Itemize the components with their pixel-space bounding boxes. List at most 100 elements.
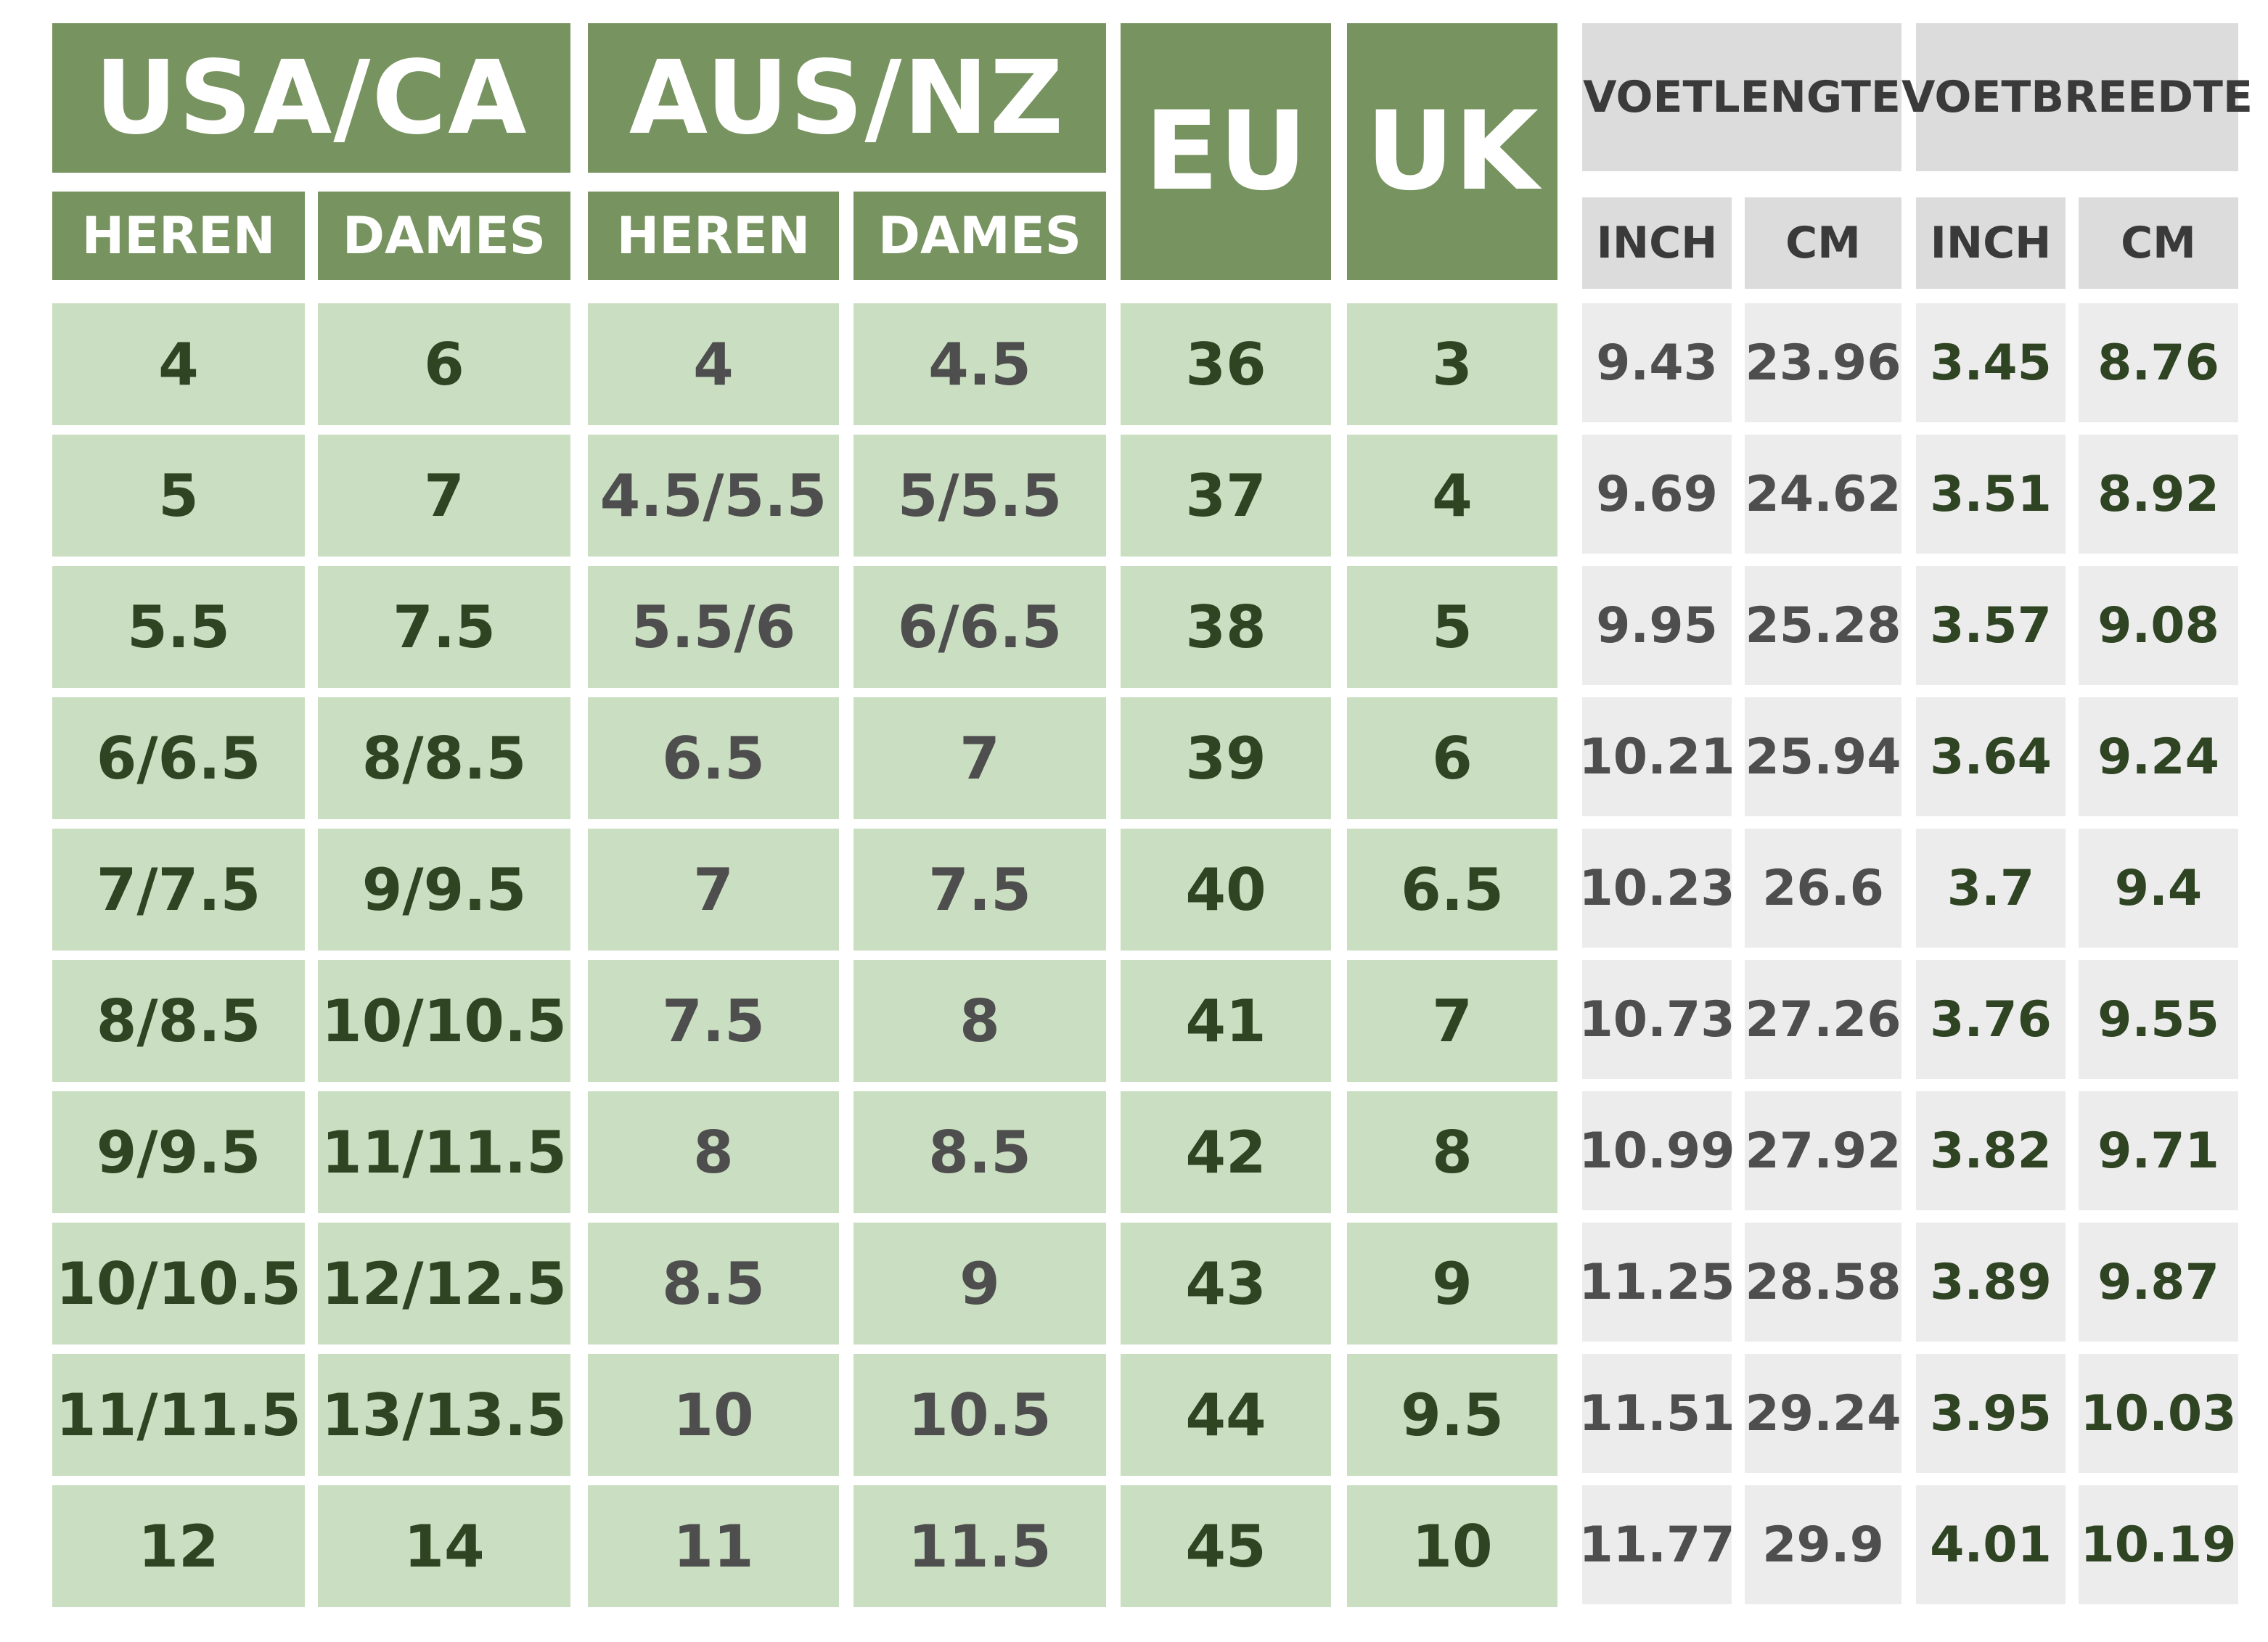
cell-length-inch-row-4: 10.21 bbox=[1579, 697, 1735, 816]
cell-usa-heren-row-5: 7/7.5 bbox=[52, 829, 305, 951]
cell-width-cm-row-4: 9.24 bbox=[2079, 697, 2238, 816]
cell-eu-row-4: 39 bbox=[1121, 697, 1331, 819]
cell-eu-row-2: 37 bbox=[1121, 435, 1331, 557]
cell-width-cm-row-5: 9.4 bbox=[2079, 829, 2238, 948]
cell-width-cm-row-1: 8.76 bbox=[2079, 303, 2238, 422]
cell-uk-row-6: 7 bbox=[1347, 960, 1557, 1082]
cell-usa-heren-row-6: 8/8.5 bbox=[52, 960, 305, 1082]
cell-eu-row-6: 41 bbox=[1121, 960, 1331, 1082]
cell-length-inch-row-1: 9.43 bbox=[1582, 303, 1732, 422]
cell-eu-row-7: 42 bbox=[1121, 1091, 1331, 1213]
cell-width-inch-row-8: 3.89 bbox=[1916, 1223, 2066, 1342]
cell-usa-dames-row-4: 8/8.5 bbox=[318, 697, 570, 819]
cell-length-cm-row-7: 27.92 bbox=[1745, 1091, 1901, 1210]
cell-aus-heren-row-10: 11 bbox=[588, 1485, 839, 1607]
header-aus-nz: AUS/NZ bbox=[588, 23, 1106, 173]
cell-usa-dames-row-8: 12/12.5 bbox=[318, 1223, 570, 1345]
cell-width-cm-row-7: 9.71 bbox=[2079, 1091, 2238, 1210]
cell-usa-dames-row-10: 14 bbox=[318, 1485, 570, 1607]
cell-eu-row-8: 43 bbox=[1121, 1223, 1331, 1345]
cell-width-cm-row-10: 10.19 bbox=[2079, 1485, 2238, 1604]
cell-length-cm-row-8: 28.58 bbox=[1745, 1223, 1901, 1342]
cell-aus-heren-row-5: 7 bbox=[588, 829, 839, 951]
cell-usa-heren-row-3: 5.5 bbox=[52, 566, 305, 688]
cell-uk-row-10: 10 bbox=[1347, 1485, 1557, 1607]
cell-eu-row-9: 44 bbox=[1121, 1354, 1331, 1476]
cell-uk-row-8: 9 bbox=[1347, 1223, 1557, 1345]
cell-length-cm-row-5: 26.6 bbox=[1745, 829, 1901, 948]
header-voetlengte: VOETLENGTE bbox=[1582, 23, 1901, 171]
cell-aus-heren-row-3: 5.5/6 bbox=[588, 566, 839, 688]
cell-length-cm-row-9: 29.24 bbox=[1745, 1354, 1901, 1473]
subheader-aus-heren: HEREN bbox=[588, 192, 839, 280]
subheader-length-inch: INCH bbox=[1582, 197, 1732, 289]
subheader-width-cm: CM bbox=[2079, 197, 2238, 289]
cell-width-inch-row-10: 4.01 bbox=[1916, 1485, 2066, 1604]
cell-width-inch-row-1: 3.45 bbox=[1916, 303, 2066, 422]
cell-width-inch-row-4: 3.64 bbox=[1916, 697, 2066, 816]
cell-aus-heren-row-9: 10 bbox=[588, 1354, 839, 1476]
cell-length-inch-row-9: 11.51 bbox=[1579, 1354, 1735, 1473]
cell-uk-row-7: 8 bbox=[1347, 1091, 1557, 1213]
subheader-length-cm: CM bbox=[1745, 197, 1901, 289]
cell-width-inch-row-3: 3.57 bbox=[1916, 566, 2066, 685]
cell-eu-row-10: 45 bbox=[1121, 1485, 1331, 1607]
cell-length-inch-row-2: 9.69 bbox=[1582, 435, 1732, 554]
cell-uk-row-2: 4 bbox=[1347, 435, 1557, 557]
cell-aus-dames-row-9: 10.5 bbox=[853, 1354, 1106, 1476]
cell-uk-row-9: 9.5 bbox=[1347, 1354, 1557, 1476]
cell-width-inch-row-2: 3.51 bbox=[1916, 435, 2066, 554]
header-eu: EU bbox=[1121, 23, 1331, 280]
cell-usa-dames-row-9: 13/13.5 bbox=[318, 1354, 570, 1476]
cell-aus-dames-row-5: 7.5 bbox=[853, 829, 1106, 951]
cell-usa-dames-row-1: 6 bbox=[318, 303, 570, 425]
cell-eu-row-1: 36 bbox=[1121, 303, 1331, 425]
cell-aus-heren-row-6: 7.5 bbox=[588, 960, 839, 1082]
subheader-usa-heren: HEREN bbox=[52, 192, 305, 280]
header-uk: UK bbox=[1347, 23, 1557, 280]
cell-length-cm-row-1: 23.96 bbox=[1745, 303, 1901, 422]
cell-uk-row-1: 3 bbox=[1347, 303, 1557, 425]
cell-aus-dames-row-10: 11.5 bbox=[853, 1485, 1106, 1607]
cell-uk-row-3: 5 bbox=[1347, 566, 1557, 688]
cell-aus-heren-row-1: 4 bbox=[588, 303, 839, 425]
cell-width-inch-row-6: 3.76 bbox=[1916, 960, 2066, 1079]
cell-width-cm-row-9: 10.03 bbox=[2079, 1354, 2238, 1473]
cell-usa-heren-row-1: 4 bbox=[52, 303, 305, 425]
cell-usa-dames-row-7: 11/11.5 bbox=[318, 1091, 570, 1213]
cell-usa-dames-row-5: 9/9.5 bbox=[318, 829, 570, 951]
cell-aus-dames-row-8: 9 bbox=[853, 1223, 1106, 1345]
cell-aus-heren-row-7: 8 bbox=[588, 1091, 839, 1213]
subheader-width-inch: INCH bbox=[1916, 197, 2066, 289]
cell-usa-heren-row-7: 9/9.5 bbox=[52, 1091, 305, 1213]
cell-length-inch-row-5: 10.23 bbox=[1579, 829, 1735, 948]
cell-length-cm-row-6: 27.26 bbox=[1745, 960, 1901, 1079]
cell-width-cm-row-2: 8.92 bbox=[2079, 435, 2238, 554]
cell-eu-row-5: 40 bbox=[1121, 829, 1331, 951]
cell-usa-heren-row-8: 10/10.5 bbox=[52, 1223, 305, 1345]
cell-uk-row-5: 6.5 bbox=[1347, 829, 1557, 951]
cell-aus-dames-row-7: 8.5 bbox=[853, 1091, 1106, 1213]
cell-usa-heren-row-4: 6/6.5 bbox=[52, 697, 305, 819]
cell-aus-heren-row-8: 8.5 bbox=[588, 1223, 839, 1345]
subheader-usa-dames: DAMES bbox=[318, 192, 570, 280]
cell-aus-dames-row-4: 7 bbox=[853, 697, 1106, 819]
cell-length-cm-row-4: 25.94 bbox=[1745, 697, 1901, 816]
cell-width-cm-row-8: 9.87 bbox=[2079, 1223, 2238, 1342]
cell-usa-heren-row-2: 5 bbox=[52, 435, 305, 557]
cell-width-cm-row-6: 9.55 bbox=[2079, 960, 2238, 1079]
cell-usa-heren-row-9: 11/11.5 bbox=[52, 1354, 305, 1476]
cell-length-cm-row-2: 24.62 bbox=[1745, 435, 1901, 554]
cell-usa-heren-row-10: 12 bbox=[52, 1485, 305, 1607]
cell-width-inch-row-5: 3.7 bbox=[1916, 829, 2066, 948]
cell-length-inch-row-7: 10.99 bbox=[1579, 1091, 1735, 1210]
cell-aus-dames-row-2: 5/5.5 bbox=[853, 435, 1106, 557]
cell-uk-row-4: 6 bbox=[1347, 697, 1557, 819]
cell-length-inch-row-3: 9.95 bbox=[1582, 566, 1732, 685]
cell-usa-dames-row-2: 7 bbox=[318, 435, 570, 557]
cell-width-inch-row-7: 3.82 bbox=[1916, 1091, 2066, 1210]
cell-aus-dames-row-3: 6/6.5 bbox=[853, 566, 1106, 688]
cell-width-cm-row-3: 9.08 bbox=[2079, 566, 2238, 685]
cell-length-cm-row-10: 29.9 bbox=[1745, 1485, 1901, 1604]
cell-aus-dames-row-6: 8 bbox=[853, 960, 1106, 1082]
